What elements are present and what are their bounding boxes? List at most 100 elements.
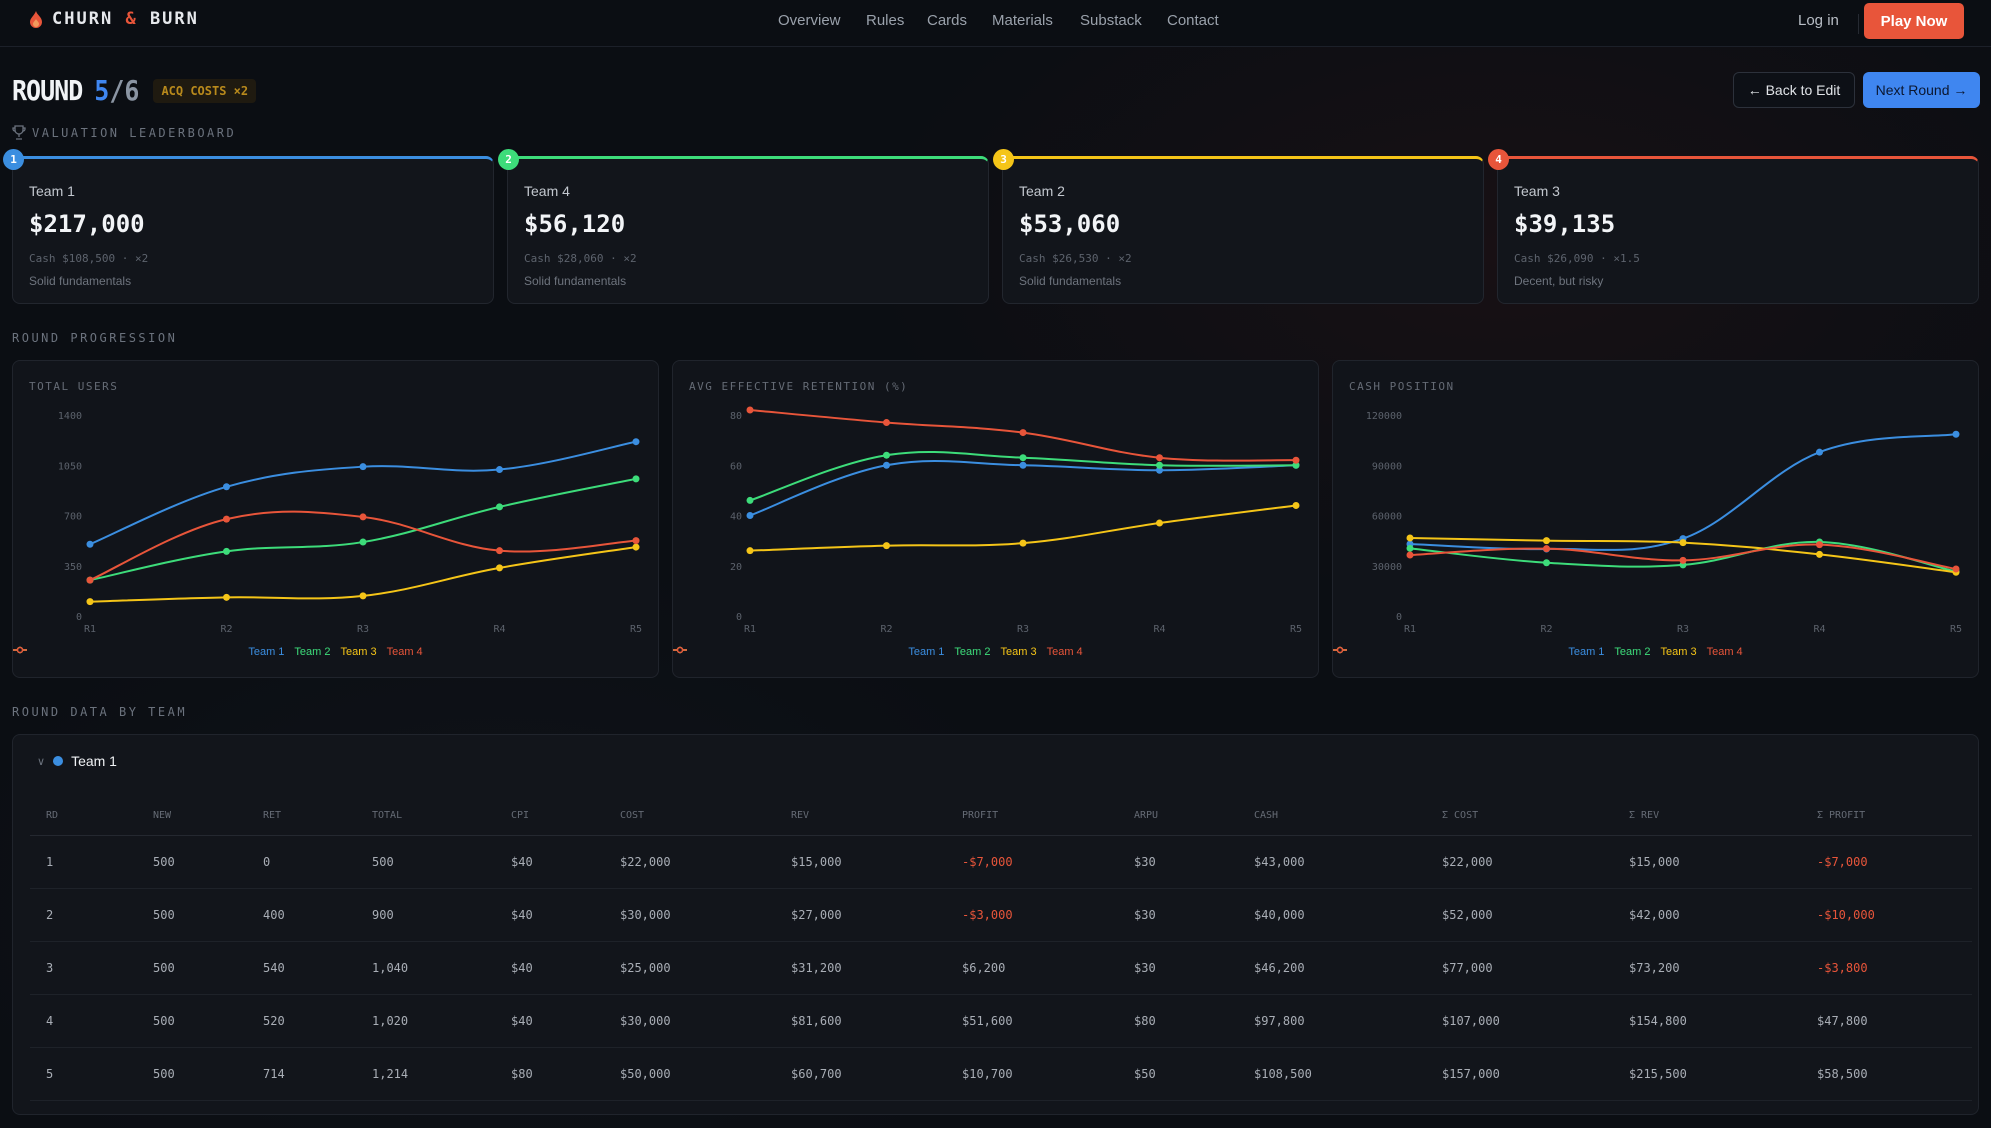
team-accordion-header[interactable]: ∨ Team 1 <box>37 753 117 769</box>
data-point[interactable] <box>1156 454 1163 462</box>
data-point[interactable] <box>223 547 230 555</box>
data-point[interactable] <box>1543 559 1550 567</box>
column-header: Σ PROFIT <box>1801 796 1972 836</box>
valuation-value: $39,135 <box>1514 210 1616 238</box>
data-point[interactable] <box>632 475 640 483</box>
data-point[interactable] <box>1406 551 1414 559</box>
table-cell: $15,000 <box>1613 835 1801 889</box>
team-name: Team 1 <box>71 753 117 769</box>
rank-badge: 1 <box>3 149 24 170</box>
series-line <box>1409 433 1957 551</box>
legend-marker-icon <box>1333 646 1347 654</box>
data-point[interactable] <box>223 515 230 523</box>
chart-title: AVG EFFECTIVE RETENTION (%) <box>689 380 909 393</box>
legend-item[interactable]: Team 3 <box>13 646 377 658</box>
legend-item[interactable]: Team 3 <box>673 646 1037 658</box>
data-point[interactable] <box>883 451 890 459</box>
legend-item[interactable]: Team 3 <box>1333 646 1697 658</box>
data-point[interactable] <box>359 538 367 546</box>
data-point[interactable] <box>746 512 754 519</box>
data-point[interactable] <box>496 547 503 555</box>
legend-item[interactable]: Team 1 <box>673 646 944 658</box>
y-tick-label: 1050 <box>58 461 82 472</box>
legend-item[interactable]: Team 1 <box>1333 646 1604 658</box>
table-cell: 500 <box>137 835 247 889</box>
legend-item[interactable]: Team 4 <box>673 646 1083 658</box>
data-point[interactable] <box>1019 454 1027 462</box>
data-point[interactable] <box>1292 501 1300 509</box>
brand-logo[interactable]: CHURN & BURN <box>30 9 199 29</box>
data-point[interactable] <box>86 598 94 606</box>
data-point[interactable] <box>1019 539 1027 547</box>
data-point[interactable] <box>1543 537 1550 545</box>
data-point[interactable] <box>223 483 230 491</box>
nav-rules[interactable]: Rules <box>866 12 905 29</box>
data-point[interactable] <box>1406 534 1414 542</box>
legend-item[interactable]: Team 4 <box>1333 646 1743 658</box>
cash-multiplier: Cash $108,500 · ×2 <box>29 252 149 265</box>
table-cell: $47,800 <box>1801 994 1972 1048</box>
column-header: COST <box>604 796 775 836</box>
nav-overview[interactable]: Overview <box>778 12 841 29</box>
data-point[interactable] <box>1952 430 1960 438</box>
data-point[interactable] <box>1952 565 1960 573</box>
nav-materials[interactable]: Materials <box>992 12 1053 29</box>
data-point[interactable] <box>883 542 890 550</box>
data-point[interactable] <box>746 406 754 414</box>
data-point[interactable] <box>223 593 230 601</box>
next-round-button[interactable]: Next Round → <box>1863 72 1980 108</box>
table-cell: 500 <box>356 835 495 889</box>
data-point[interactable] <box>1816 541 1823 549</box>
legend-item[interactable]: Team 2 <box>1333 646 1651 658</box>
data-point[interactable] <box>1156 466 1163 474</box>
brand-name: CHURN & BURN <box>52 9 199 29</box>
data-point[interactable] <box>359 592 367 600</box>
nav-cards[interactable]: Cards <box>927 12 968 29</box>
data-point[interactable] <box>1679 539 1687 547</box>
data-point[interactable] <box>1292 456 1300 464</box>
data-point[interactable] <box>632 438 640 446</box>
x-tick-label: R1 <box>84 624 96 635</box>
data-point[interactable] <box>1406 544 1414 552</box>
data-point[interactable] <box>496 466 503 474</box>
data-point[interactable] <box>359 513 367 521</box>
data-point[interactable] <box>1019 429 1027 437</box>
data-point[interactable] <box>359 463 367 471</box>
data-point[interactable] <box>746 547 754 555</box>
data-point[interactable] <box>632 543 640 551</box>
data-point[interactable] <box>1543 545 1550 553</box>
login-link[interactable]: Log in <box>1798 12 1839 29</box>
data-point[interactable] <box>746 496 754 504</box>
table-cell: $6,200 <box>946 941 1118 995</box>
back-to-edit-button[interactable]: ← Back to Edit <box>1733 72 1855 108</box>
x-tick-label: R2 <box>220 624 232 635</box>
data-point[interactable] <box>1816 550 1823 558</box>
data-point[interactable] <box>1679 556 1687 564</box>
nav-substack[interactable]: Substack <box>1080 12 1142 29</box>
table-cell: $25,000 <box>604 941 775 995</box>
play-now-button[interactable]: Play Now <box>1864 3 1964 39</box>
legend-item[interactable]: Team 1 <box>13 646 284 658</box>
table-cell: $107,000 <box>1426 994 1613 1048</box>
table-header-row: RD NEW RET TOTAL CPI COST REV PROFIT ARPU CASH Σ C… <box>30 796 1972 836</box>
data-point[interactable] <box>86 576 94 584</box>
data-point[interactable] <box>496 564 503 572</box>
data-point[interactable] <box>883 461 890 469</box>
legend-item[interactable]: Team 4 <box>13 646 423 658</box>
data-point[interactable] <box>883 419 890 427</box>
data-point[interactable] <box>1156 461 1163 469</box>
data-point[interactable] <box>632 537 640 545</box>
leaderboard-card: 4 Team 3 $39,135 Cash $26,090 · ×1.5 Dec… <box>1488 149 1979 304</box>
table-cell: 1,214 <box>356 1047 495 1101</box>
data-point[interactable] <box>1816 448 1823 456</box>
data-point[interactable] <box>1292 461 1300 469</box>
data-point[interactable] <box>86 540 94 548</box>
data-point[interactable] <box>496 503 503 511</box>
legend-item[interactable]: Team 2 <box>673 646 991 658</box>
data-point[interactable] <box>1156 519 1163 527</box>
legend-item[interactable]: Team 2 <box>13 646 331 658</box>
chevron-down-icon[interactable]: ∨ <box>37 755 46 768</box>
nav-contact[interactable]: Contact <box>1167 12 1219 29</box>
data-point[interactable] <box>1019 461 1027 469</box>
column-header: CPI <box>495 796 604 836</box>
